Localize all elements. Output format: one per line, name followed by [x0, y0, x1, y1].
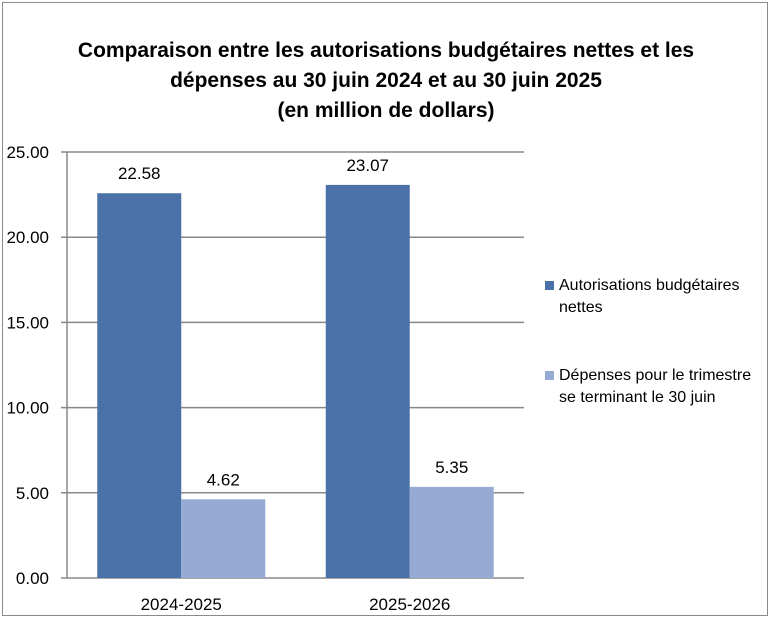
legend-label-2: Dépenses pour le trimestre se terminant …	[559, 367, 752, 406]
y-tick-label: 20.00	[6, 228, 49, 247]
y-axis-ticks: 0.00 5.00 10.00 15.00 20.00 25.00	[6, 143, 49, 588]
x-tick-label: 2024-2025	[141, 595, 222, 614]
chart-title-line-2: dépenses au 30 juin 2024 et au 30 juin 2…	[170, 69, 602, 92]
data-label: 4.62	[207, 470, 240, 489]
data-labels: 22.58 4.62 23.07 5.35	[118, 156, 468, 489]
y-tick-label: 5.00	[16, 484, 49, 503]
y-tick-label: 15.00	[6, 313, 49, 332]
data-label: 23.07	[346, 156, 389, 175]
legend-swatch-2	[545, 371, 554, 380]
legend-swatch-1	[545, 281, 554, 290]
x-tick-label: 2025-2026	[369, 595, 450, 614]
bar	[181, 499, 266, 578]
y-tick-label: 0.00	[16, 569, 49, 588]
bars	[97, 184, 494, 578]
y-tick-label: 25.00	[6, 143, 49, 162]
legend-label-1: Autorisations budgétaires nettes	[559, 277, 740, 316]
data-label: 5.35	[435, 458, 468, 477]
legend-item-2: Dépenses pour le trimestre se terminant …	[545, 365, 760, 409]
legend: Autorisations budgétaires nettes Dépense…	[545, 275, 760, 455]
data-label: 22.58	[118, 164, 161, 183]
bar	[409, 486, 494, 578]
legend-item-1: Autorisations budgétaires nettes	[545, 275, 760, 319]
chart-title: Comparaison entre les autorisations budg…	[0, 36, 772, 126]
bar	[97, 193, 182, 578]
y-tick-label: 10.00	[6, 399, 49, 418]
chart-title-line-1: Comparaison entre les autorisations budg…	[77, 39, 695, 62]
x-axis-labels: 2024-2025 2025-2026	[141, 595, 451, 614]
bar	[325, 184, 410, 578]
chart-title-line-3: (en million de dollars)	[277, 99, 495, 122]
